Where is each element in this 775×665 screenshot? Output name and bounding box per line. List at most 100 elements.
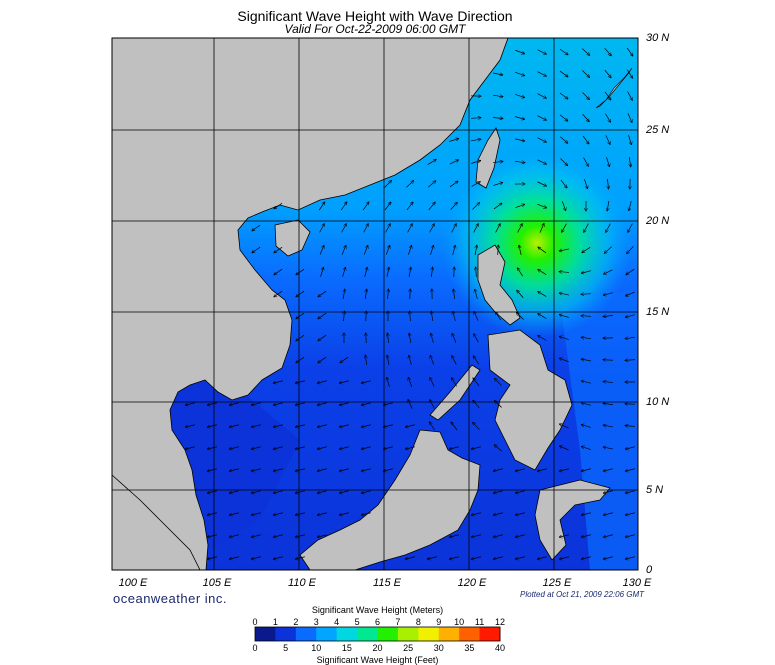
- wave-direction-arrow: [318, 334, 327, 341]
- wave-direction-arrow: [383, 424, 393, 427]
- wave-direction-arrow: [625, 314, 635, 318]
- wave-direction-arrow: [185, 424, 195, 427]
- colorbar-tick-feet: 15: [341, 643, 352, 653]
- wave-direction-arrow: [515, 71, 524, 75]
- valid-time: Valid For Oct-22-2009 06:00 GMT: [284, 22, 466, 36]
- wave-direction-arrow: [341, 245, 346, 255]
- wave-direction-arrow: [251, 402, 261, 405]
- lat-label-20n: 20 N: [646, 215, 670, 227]
- wave-direction-arrow: [559, 556, 569, 559]
- wave-direction-arrow: [515, 490, 525, 493]
- wave-direction-arrow: [493, 95, 503, 97]
- lon-label-110e: 110 E: [288, 577, 316, 589]
- wave-direction-arrow: [451, 224, 457, 233]
- wave-direction-arrow: [385, 245, 390, 255]
- wave-direction-arrow: [406, 202, 413, 211]
- wave-direction-arrow: [386, 267, 389, 277]
- wave-direction-arrow: [629, 201, 632, 211]
- colorbar-tick-meters: 0: [252, 617, 258, 627]
- wave-direction-arrow: [405, 424, 415, 427]
- chart-title: Significant Wave Height with Wave Direct…: [237, 8, 513, 24]
- wave-direction-arrow: [537, 93, 547, 99]
- wave-direction-arrow: [207, 402, 217, 405]
- wave-direction-arrow: [207, 468, 217, 471]
- wave-direction-arrow: [383, 402, 393, 405]
- wave-direction-arrow: [581, 359, 591, 361]
- wave-direction-arrow: [361, 512, 371, 515]
- wave-direction-arrow: [603, 490, 613, 493]
- wave-direction-arrow: [493, 203, 502, 210]
- wave-direction-arrow: [361, 446, 371, 449]
- wave-direction-arrow: [559, 92, 568, 99]
- wave-direction-arrow: [185, 402, 195, 405]
- wave-direction-arrow: [452, 333, 457, 343]
- wave-direction-arrow: [451, 422, 458, 431]
- wave-direction-arrow: [604, 91, 611, 100]
- wave-direction-arrow: [317, 424, 327, 427]
- wave-direction-arrow: [317, 380, 327, 383]
- wave-direction-arrow: [339, 490, 349, 493]
- wave-direction-arrow: [317, 468, 327, 471]
- wave-direction-arrow: [582, 92, 590, 99]
- lon-label-100e: 100 E: [118, 577, 148, 589]
- wave-direction-arrow: [538, 313, 547, 319]
- wave-direction-arrow: [604, 69, 611, 78]
- lat-label-15n: 15 N: [646, 306, 670, 318]
- land-luzon: [477, 244, 521, 326]
- wave-direction-arrow: [625, 426, 636, 427]
- wave-direction-arrow: [361, 380, 371, 383]
- wave-direction-arrow: [361, 468, 371, 471]
- wave-direction-arrow: [361, 490, 371, 493]
- wave-direction-arrow: [561, 201, 565, 210]
- colorbar: [254, 626, 501, 642]
- colorbar-tick-feet: 5: [283, 643, 289, 653]
- colorbar-swatch: [295, 627, 317, 641]
- wave-direction-arrow: [628, 135, 632, 145]
- wave-direction-arrow: [387, 333, 388, 344]
- wave-direction-arrow: [581, 316, 592, 317]
- wave-direction-arrow: [515, 116, 525, 120]
- wave-direction-arrow: [339, 424, 349, 427]
- wave-direction-arrow: [515, 556, 525, 559]
- lon-label-120e: 120 E: [457, 577, 487, 589]
- wave-direction-arrow: [582, 48, 589, 56]
- colorbar-swatch: [357, 627, 378, 641]
- wave-direction-arrow: [273, 380, 283, 383]
- wave-direction-arrow: [207, 512, 217, 515]
- wave-direction-arrow: [471, 139, 481, 141]
- wave-direction-arrow: [559, 446, 569, 451]
- wave-direction-arrow: [625, 446, 635, 449]
- wave-direction-arrow: [626, 47, 633, 56]
- colorbar-tick-meters: 5: [354, 617, 360, 627]
- wave-direction-arrow: [452, 356, 457, 365]
- wave-direction-arrow: [318, 290, 327, 297]
- colorbar-tick-meters: 12: [494, 617, 505, 627]
- wave-direction-arrow: [584, 223, 589, 233]
- graticule: [112, 38, 638, 570]
- wave-direction-arrow: [581, 534, 591, 537]
- wave-direction-arrow: [627, 113, 632, 122]
- wave-direction-arrow: [494, 378, 502, 386]
- wave-direction-arrow: [318, 202, 325, 211]
- wave-direction-arrow: [625, 490, 635, 493]
- wave-direction-arrow: [603, 381, 614, 382]
- land-sumatra: [112, 474, 201, 570]
- wave-direction-arrow: [498, 245, 499, 256]
- wave-direction-arrow: [516, 313, 524, 320]
- wave-direction-arrow: [537, 556, 547, 559]
- lon-label-115e: 115 E: [373, 577, 401, 589]
- colorbar-tick-meters: 7: [395, 617, 401, 627]
- wave-direction-arrow: [318, 312, 327, 319]
- wave-direction-arrow: [229, 468, 239, 471]
- wave-direction-arrow: [473, 224, 479, 233]
- lat-label-5n: 5 N: [646, 484, 664, 496]
- wave-direction-arrow: [274, 202, 283, 209]
- wave-direction-arrow: [406, 181, 413, 188]
- wave-direction-arrow: [559, 114, 568, 121]
- wave-direction-arrow: [517, 268, 523, 277]
- pacific-swell: [560, 290, 638, 570]
- colorbar-swatch: [459, 627, 481, 641]
- colorbar-swatch: [316, 627, 338, 641]
- wave-direction-arrow: [430, 400, 435, 409]
